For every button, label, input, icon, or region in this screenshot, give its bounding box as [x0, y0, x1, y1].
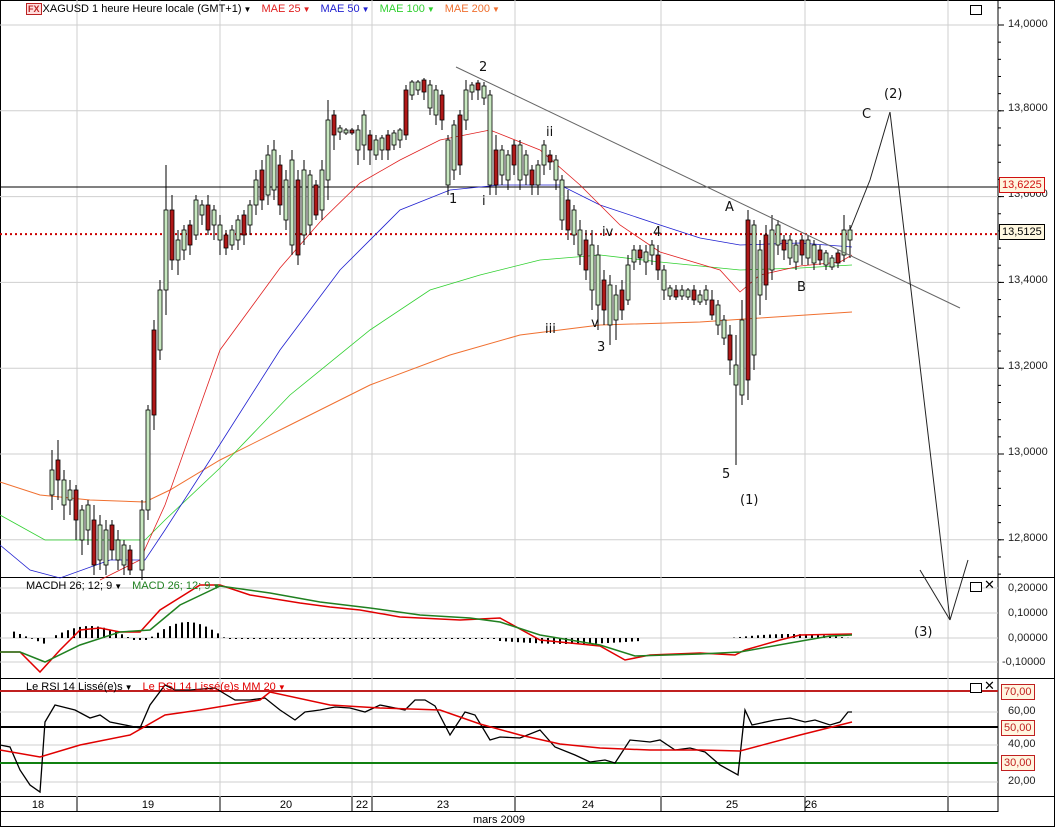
dropdown-caret-icon: ▼: [212, 582, 221, 591]
dropdown-caret-icon: ▼: [277, 683, 286, 692]
date-tick: 18: [31, 799, 45, 811]
dropdown-caret-icon: ▼: [114, 582, 123, 591]
macd-indicator[interactable]: MACD 26; 12; 9 ▼: [132, 580, 221, 592]
date-tick: 25: [725, 799, 739, 811]
wave-label-paren-3: (3): [914, 625, 933, 640]
rsi-tick: 60,00: [1008, 705, 1036, 717]
wave-label-paren-1: (1): [740, 493, 759, 508]
macd-tick: 0,00000: [1008, 632, 1048, 644]
wave-label-5: 5: [722, 467, 731, 482]
rsi-indicator[interactable]: Le RSI 14 Lissé(e)s ▼: [26, 681, 133, 693]
indicator-mae25[interactable]: MAE 25 ▼: [261, 3, 311, 15]
rsi-legend: Le RSI 14 Lissé(e)s ▼ Le RSI 14 Lissé(e)s…: [26, 681, 286, 693]
price-legend: FX XAGUSD 1 heure Heure locale (GMT+1) ▼ M…: [26, 3, 500, 15]
rsi-ma-indicator[interactable]: Le RSI 14 Lissé(e)s MM 20 ▼: [142, 681, 286, 693]
current-price-tag: 13,5125: [999, 224, 1045, 240]
instrument-selector[interactable]: FX XAGUSD 1 heure Heure locale (GMT+1) ▼: [26, 3, 251, 15]
price-tick: 13,4000: [1008, 274, 1048, 286]
month-label: mars 2009: [473, 814, 525, 826]
price-tick: 14,0000: [1008, 18, 1048, 30]
rsi-level-30: 30,00: [1001, 755, 1035, 771]
macd-tick: 0,10000: [1008, 607, 1048, 619]
maximize-macd-panel-button[interactable]: [970, 582, 982, 592]
fx-icon: FX: [26, 3, 42, 15]
indicator-mae50[interactable]: MAE 50 ▼: [320, 3, 370, 15]
rsi-level-70: 70,00: [1001, 684, 1035, 700]
price-tick: 13,8000: [1008, 102, 1048, 114]
wave-label-iii: iii: [545, 322, 556, 337]
dropdown-caret-icon: ▼: [124, 683, 133, 692]
axis-ticks: [998, 7, 1004, 575]
close-rsi-panel-icon[interactable]: ✕: [984, 679, 995, 694]
date-tick: 20: [279, 799, 293, 811]
wave-label-C: C: [862, 107, 872, 122]
wave-label-iv: iv: [602, 225, 614, 240]
price-tick: 13,2000: [1008, 360, 1048, 372]
date-tick: 23: [436, 799, 450, 811]
date-tick: 26: [804, 799, 818, 811]
macdh-indicator[interactable]: MACDH 26; 12; 9 ▼: [26, 580, 123, 592]
macd-legend: MACDH 26; 12; 9 ▼ MACD 26; 12; 9 ▼: [26, 580, 220, 592]
maximize-price-panel-button[interactable]: [970, 5, 982, 15]
instrument-title: XAGUSD 1 heure Heure locale (GMT+1): [42, 3, 242, 15]
macd-tick: 0,20000: [1008, 582, 1048, 594]
wave-label-B: B: [797, 280, 806, 295]
macd-tick: -0,10000: [1002, 656, 1046, 668]
dropdown-caret-icon: ▼: [361, 5, 370, 14]
macd-panel: [0, 584, 853, 674]
rsi-tick: 20,00: [1008, 775, 1036, 787]
rsi-panel: [0, 684, 998, 794]
wave-label-1: 1: [449, 192, 458, 207]
wave-label-3: 3: [597, 340, 606, 355]
price-tick: 13,0000: [1008, 446, 1048, 458]
wave-label-paren-2: (2): [884, 87, 903, 102]
wave-label-A: A: [725, 200, 734, 215]
price-tick: 12,8000: [1008, 532, 1048, 544]
indicator-mae200[interactable]: MAE 200 ▼: [444, 3, 500, 15]
hline-price-tag: 13,6225: [999, 177, 1045, 193]
wave-label-4: 4: [653, 225, 662, 240]
maximize-rsi-panel-button[interactable]: [970, 683, 982, 693]
price-panel: [0, 66, 998, 621]
date-tick: 22: [355, 799, 369, 811]
wave-label-i: i: [482, 194, 486, 209]
wave-label-ii: ii: [546, 125, 554, 140]
rsi-level-50: 50,00: [1001, 720, 1035, 736]
indicator-mae100[interactable]: MAE 100 ▼: [379, 3, 435, 15]
dropdown-caret-icon: ▼: [491, 5, 500, 14]
rsi-tick: 40,00: [1008, 738, 1036, 750]
date-tick: 24: [581, 799, 595, 811]
dropdown-caret-icon: ▼: [243, 5, 252, 14]
date-tick: 19: [141, 799, 155, 811]
wave-label-2: 2: [479, 60, 488, 75]
dropdown-caret-icon: ▼: [302, 5, 311, 14]
close-macd-panel-icon[interactable]: ✕: [984, 578, 995, 593]
wave-label-v: v: [591, 316, 599, 331]
dropdown-caret-icon: ▼: [426, 5, 435, 14]
